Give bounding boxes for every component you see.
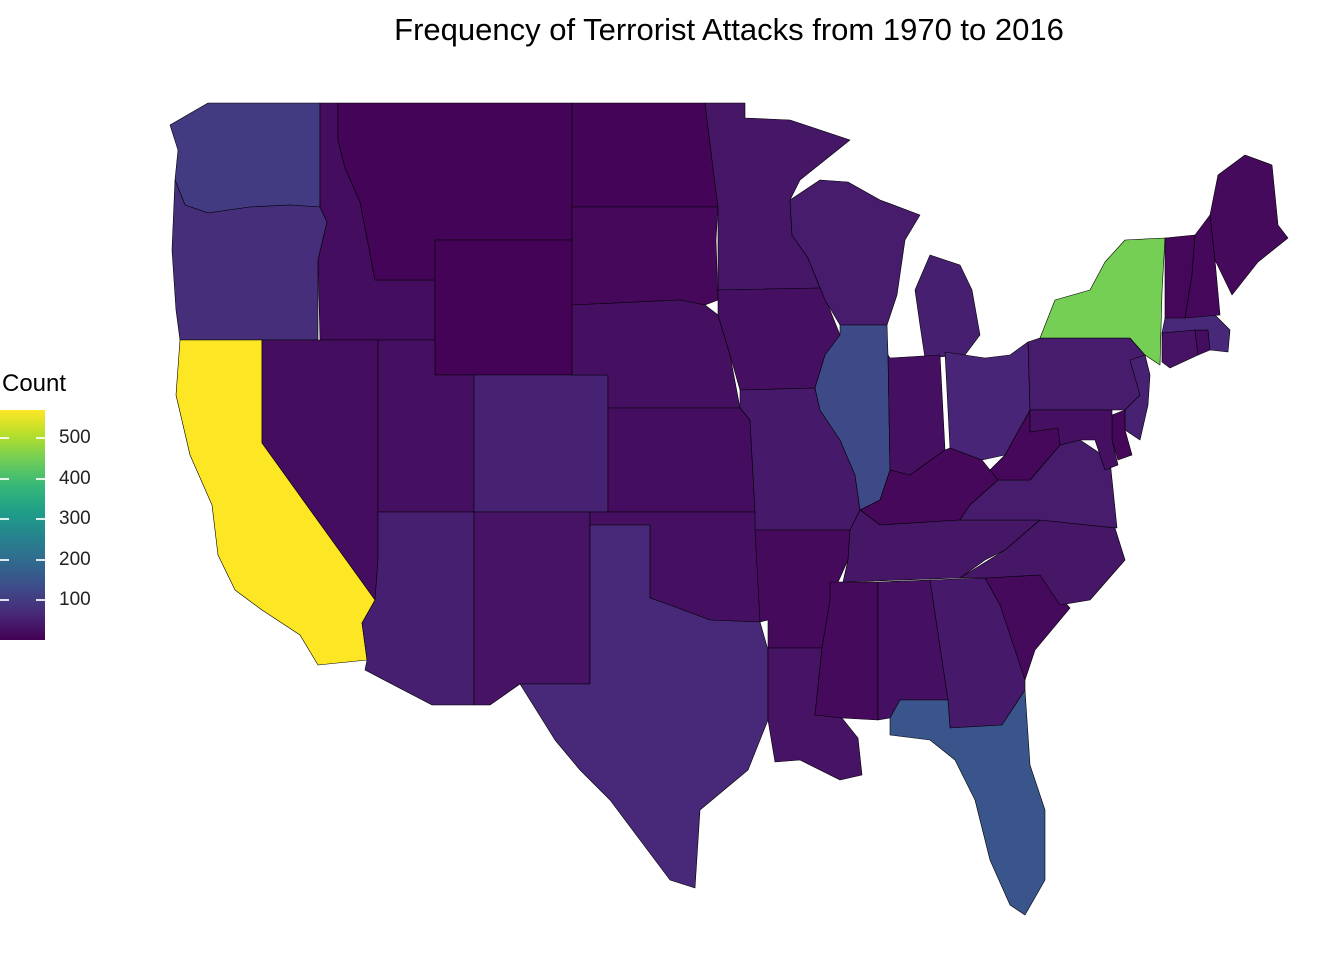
states-layer bbox=[169, 102, 1289, 916]
state-az bbox=[361, 511, 475, 706]
state-ct bbox=[1161, 329, 1199, 369]
color-legend: Count 100 200 300 400 500 bbox=[0, 366, 120, 656]
state-me bbox=[1209, 154, 1289, 296]
state-co bbox=[473, 374, 609, 513]
state-pa bbox=[1027, 337, 1146, 411]
legend-title: Count bbox=[2, 370, 67, 397]
state-nc bbox=[959, 519, 1126, 606]
legend-tick-label: 200 bbox=[59, 548, 91, 570]
state-mi bbox=[914, 254, 981, 359]
state-sd bbox=[571, 206, 719, 306]
map-title: Frequency of Terrorist Attacks from 1970… bbox=[394, 12, 1064, 47]
state-wa bbox=[169, 102, 321, 214]
legend-colorbar bbox=[0, 410, 45, 640]
legend-tick-label: 500 bbox=[59, 427, 91, 449]
state-md bbox=[1029, 409, 1119, 471]
state-ma bbox=[1161, 314, 1231, 353]
state-wi bbox=[789, 179, 921, 326]
legend-tick-label: 300 bbox=[59, 508, 91, 530]
state-wy bbox=[434, 239, 573, 376]
state-fl bbox=[889, 689, 1046, 916]
state-ne bbox=[571, 299, 741, 409]
legend-tick-label: 400 bbox=[59, 467, 91, 489]
state-ri bbox=[1194, 329, 1211, 356]
state-nj bbox=[1124, 354, 1151, 441]
state-ks bbox=[607, 407, 756, 513]
state-nd bbox=[571, 102, 719, 208]
state-nm bbox=[473, 511, 591, 706]
state-tx bbox=[519, 524, 769, 889]
legend-tick-label: 100 bbox=[59, 588, 91, 610]
